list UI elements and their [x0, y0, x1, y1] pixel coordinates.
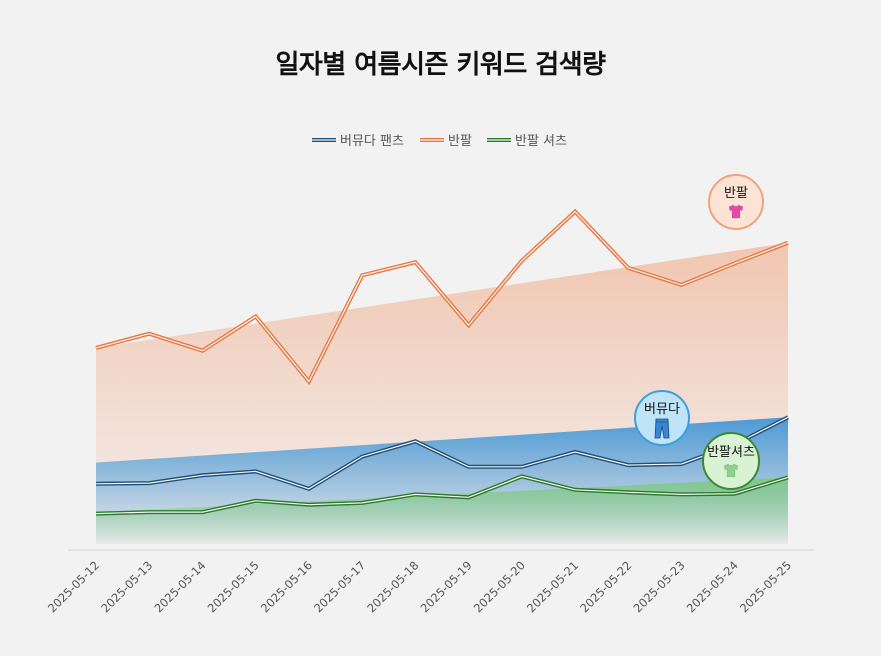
x-tick-label: 2025-05-17	[311, 558, 368, 615]
data-point	[201, 511, 203, 513]
data-point	[680, 493, 682, 495]
legend-label: 버뮤다 팬츠	[340, 134, 404, 149]
x-tick-label: 2025-05-23	[630, 558, 687, 615]
data-point	[574, 489, 576, 491]
data-point	[201, 350, 203, 352]
data-point	[680, 284, 682, 286]
badge-2: 반팔셔츠	[702, 432, 760, 490]
data-point	[521, 466, 523, 468]
data-point	[308, 488, 310, 490]
data-point	[95, 483, 97, 485]
data-point	[574, 451, 576, 453]
data-point	[734, 262, 736, 264]
data-point	[95, 512, 97, 514]
data-point	[254, 470, 256, 472]
t-shirt-icon	[728, 204, 744, 219]
data-point	[521, 260, 523, 262]
jeans-icon	[654, 418, 670, 439]
series-line-inner-0	[95, 416, 789, 490]
badge-0: 버뮤다	[634, 390, 690, 446]
badge-label: 반팔셔츠	[707, 445, 755, 460]
x-tick-label: 2025-05-20	[471, 558, 528, 615]
data-point	[787, 416, 789, 418]
badge-label: 반팔	[724, 186, 748, 201]
data-point	[787, 476, 789, 478]
data-point	[414, 440, 416, 442]
trend-area-2	[96, 477, 788, 544]
data-point	[787, 242, 789, 244]
x-tick-label: 2025-05-24	[684, 558, 741, 615]
t-shirt-icon	[723, 463, 739, 478]
data-point	[627, 464, 629, 466]
series-line-inner-1	[95, 210, 789, 383]
badge-circle	[634, 390, 690, 446]
data-point	[254, 500, 256, 502]
data-point	[308, 380, 310, 382]
data-point	[361, 274, 363, 276]
data-point	[467, 496, 469, 498]
data-point	[254, 315, 256, 317]
data-point	[414, 493, 416, 495]
x-tick-label: 2025-05-19	[418, 558, 475, 615]
legend-label: 반팔 셔츠	[515, 134, 567, 149]
data-point	[361, 455, 363, 457]
x-tick-label: 2025-05-15	[205, 558, 262, 615]
data-point	[574, 210, 576, 212]
data-point	[467, 324, 469, 326]
data-point	[361, 502, 363, 504]
data-point	[148, 333, 150, 335]
data-point	[308, 504, 310, 506]
data-point	[627, 267, 629, 269]
x-tick-label: 2025-05-16	[258, 558, 315, 615]
data-point	[414, 261, 416, 263]
x-tick-label: 2025-05-18	[364, 558, 421, 615]
data-point	[148, 511, 150, 513]
x-tick-label: 2025-05-21	[524, 558, 581, 615]
badge-circle	[708, 174, 764, 230]
data-point	[680, 463, 682, 465]
badge-circle	[702, 432, 760, 490]
data-point	[627, 491, 629, 493]
x-tick-label: 2025-05-14	[151, 558, 208, 615]
data-point	[148, 482, 150, 484]
badge-1: 반팔	[708, 174, 764, 230]
data-point	[95, 347, 97, 349]
legend-label: 반팔	[448, 134, 472, 149]
x-tick-label: 2025-05-13	[98, 558, 155, 615]
x-tick-label: 2025-05-22	[577, 558, 634, 615]
x-tick-label: 2025-05-12	[45, 558, 102, 615]
data-point	[201, 474, 203, 476]
badge-label: 버뮤다	[644, 402, 680, 417]
data-point	[734, 493, 736, 495]
data-point	[521, 475, 523, 477]
x-tick-label: 2025-05-25	[737, 558, 794, 615]
data-point	[467, 466, 469, 468]
series-line-inner-2	[95, 475, 789, 515]
chart-title: 일자별 여름시즌 키워드 검색량	[275, 50, 606, 80]
